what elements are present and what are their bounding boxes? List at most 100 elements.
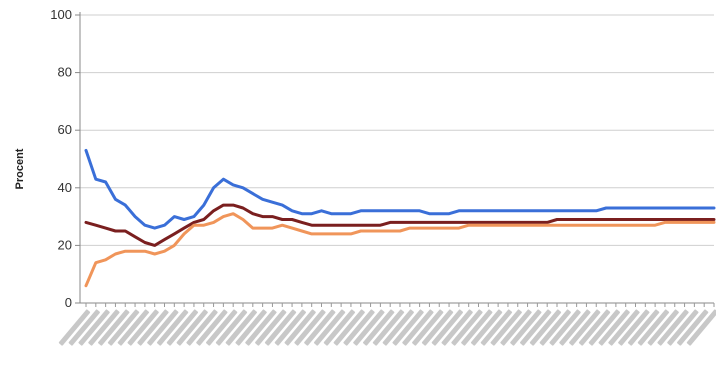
x-tick-label-blur — [421, 309, 454, 346]
x-tick-label — [107, 309, 140, 346]
x-tick-label — [186, 309, 218, 346]
x-tick-label — [569, 309, 601, 346]
x-tick-label — [137, 309, 169, 346]
x-tick-label-blur — [598, 309, 630, 346]
x-tick-label-blur — [363, 309, 395, 346]
x-tick-label-blur — [392, 309, 424, 346]
x-tick-label-blur — [304, 309, 336, 346]
x-tick-label — [637, 309, 670, 346]
x-tick-label-blur — [569, 309, 601, 346]
x-tick-label — [98, 309, 130, 346]
x-tick-label — [196, 309, 228, 346]
x-tick-label — [363, 309, 395, 346]
x-tick-label — [470, 309, 503, 346]
x-tick-label — [412, 309, 444, 346]
x-tick-label-blur — [539, 309, 571, 346]
x-tick-label — [235, 309, 267, 346]
x-tick-label-blur — [127, 309, 159, 346]
x-tick-label — [578, 309, 611, 346]
x-tick-label-blur — [382, 309, 414, 346]
y-axis-label: Procent — [14, 148, 26, 189]
x-tick-label-blur — [294, 309, 326, 346]
x-tick-label — [667, 309, 699, 346]
x-tick-label-blur — [588, 309, 620, 346]
x-tick-label — [304, 309, 336, 346]
x-tick-label-blur — [215, 309, 248, 346]
x-tick-label-blur — [68, 309, 100, 346]
y-tick-label-0: 0 — [65, 295, 72, 310]
y-tick-label-60: 60 — [58, 122, 72, 137]
x-tick-label — [88, 309, 120, 346]
x-tick-label — [313, 309, 346, 346]
x-tick-label-blur — [637, 309, 670, 346]
x-tick-label-blur — [323, 309, 356, 346]
x-tick-label-blur — [235, 309, 267, 346]
x-tick-label-blur — [677, 309, 709, 346]
x-tick-label — [206, 309, 238, 346]
x-tick-label-blur — [657, 309, 689, 346]
x-tick-label — [176, 309, 208, 346]
x-tick-label-blur — [578, 309, 611, 346]
x-tick-label-blur — [88, 309, 120, 346]
x-tick-label-blur — [225, 309, 257, 346]
x-tick-label — [441, 309, 473, 346]
x-tick-label-blur — [686, 309, 716, 346]
x-tick-label — [127, 309, 159, 346]
x-tick-label-blur — [147, 309, 179, 346]
x-tick-label-blur — [156, 309, 189, 346]
y-tick-label-20: 20 — [58, 237, 72, 252]
x-tick-label — [58, 309, 91, 346]
x-tick-label — [353, 309, 385, 346]
x-tick-label-blur — [313, 309, 346, 346]
x-tick-label-blur — [255, 309, 287, 346]
x-tick-label-blur — [451, 309, 483, 346]
gridlines — [80, 14, 714, 246]
x-tick-label — [608, 309, 640, 346]
x-tick-label — [274, 309, 306, 346]
x-tick-label — [549, 309, 581, 346]
x-tick-label-blur — [647, 309, 679, 346]
x-tick-label — [647, 309, 679, 346]
x-tick-label — [539, 309, 571, 346]
x-tick-label — [627, 309, 660, 346]
x-tick-label-blur — [206, 309, 238, 346]
x-tick-label-blur — [520, 309, 552, 346]
x-tick-label-blur — [549, 309, 581, 346]
x-tick-label-blur — [176, 309, 208, 346]
x-tick-label — [264, 309, 297, 346]
x-tick-label-blur — [500, 309, 532, 346]
y-tick-label-40: 40 — [58, 180, 72, 195]
x-tick-label — [245, 309, 277, 346]
x-tick-label — [166, 309, 199, 346]
x-tick-label — [402, 309, 434, 346]
x-tick-label — [510, 309, 542, 346]
x-tick-label-blur — [264, 309, 297, 346]
x-tick-label-blur — [470, 309, 503, 346]
x-tick-label — [529, 309, 562, 346]
x-tick-label — [520, 309, 552, 346]
x-tick-label-blur — [490, 309, 522, 346]
axes — [75, 12, 715, 307]
x-tick-label — [451, 309, 483, 346]
x-tick-label — [500, 309, 532, 346]
x-tick-label-blur — [107, 309, 140, 346]
x-tick-label — [657, 309, 689, 346]
y-tick-labels: 0 20 40 60 80 100 — [50, 7, 72, 310]
x-tick-label-blur — [480, 309, 513, 346]
x-tick-label-blur — [284, 309, 316, 346]
series-lines — [84, 148, 716, 288]
x-tick-label-blur — [372, 309, 405, 346]
x-tick-label — [255, 309, 287, 346]
x-tick-label-blur — [98, 309, 130, 346]
x-tick-label — [618, 309, 650, 346]
x-tick-label — [117, 309, 149, 346]
x-tick-label — [431, 309, 463, 346]
x-tick-label-blur — [343, 309, 375, 346]
x-tick-label-blur — [441, 309, 473, 346]
x-tick-label-blur — [618, 309, 650, 346]
x-tick-label-blur — [412, 309, 444, 346]
x-tick-label-blur — [402, 309, 434, 346]
x-tick-label-blur — [117, 309, 149, 346]
x-tick-label — [559, 309, 591, 346]
